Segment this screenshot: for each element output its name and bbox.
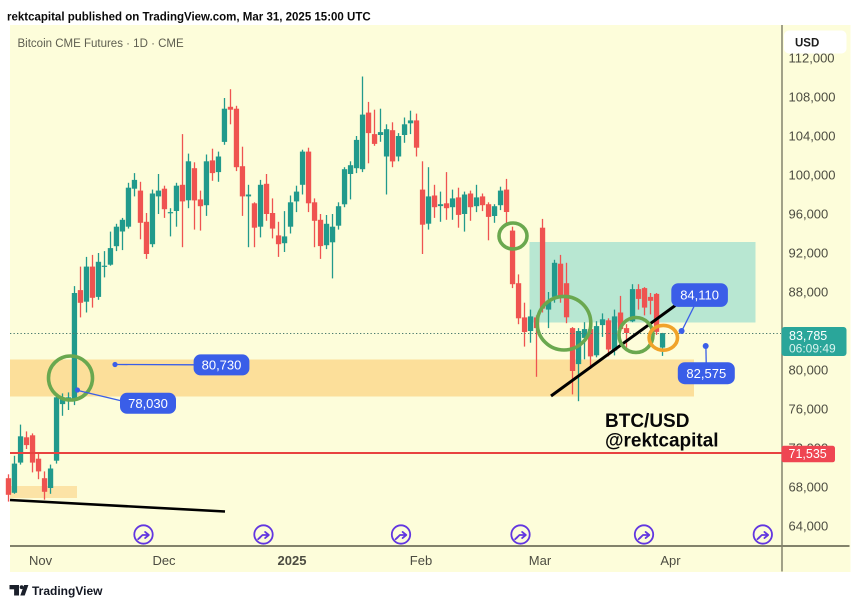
svg-text:TradingView: TradingView: [32, 584, 103, 598]
svg-text:@rektcapital: @rektcapital: [605, 431, 719, 452]
svg-text:rektcapital published on Tradi: rektcapital published on TradingView.com…: [7, 12, 371, 24]
svg-text:Dec: Dec: [152, 553, 176, 568]
svg-text:Bitcoin CME Futures · 1D · CME: Bitcoin CME Futures · 1D · CME: [18, 38, 184, 50]
svg-text:Feb: Feb: [410, 553, 432, 568]
svg-text:88,000: 88,000: [789, 284, 829, 299]
svg-text:64,000: 64,000: [789, 518, 829, 533]
svg-text:96,000: 96,000: [789, 206, 829, 221]
svg-text:76,000: 76,000: [789, 401, 829, 416]
svg-text:82,575: 82,575: [686, 366, 726, 381]
svg-text:68,000: 68,000: [789, 479, 829, 494]
svg-text:Nov: Nov: [29, 553, 53, 568]
svg-text:BTC/USD: BTC/USD: [605, 411, 689, 432]
svg-text:2025: 2025: [278, 553, 307, 568]
svg-text:USD: USD: [795, 37, 819, 49]
svg-text:104,000: 104,000: [789, 128, 836, 143]
svg-text:80,730: 80,730: [202, 358, 242, 373]
svg-text:108,000: 108,000: [789, 89, 836, 104]
svg-text:Mar: Mar: [529, 553, 552, 568]
svg-text:78,030: 78,030: [128, 396, 168, 411]
svg-text:100,000: 100,000: [789, 167, 836, 182]
svg-text:92,000: 92,000: [789, 245, 829, 260]
svg-text:06:09:49: 06:09:49: [789, 342, 836, 356]
svg-text:84,110: 84,110: [680, 288, 719, 303]
svg-text:71,535: 71,535: [789, 447, 827, 461]
svg-text:Apr: Apr: [660, 553, 681, 568]
svg-text:80,000: 80,000: [789, 362, 829, 377]
